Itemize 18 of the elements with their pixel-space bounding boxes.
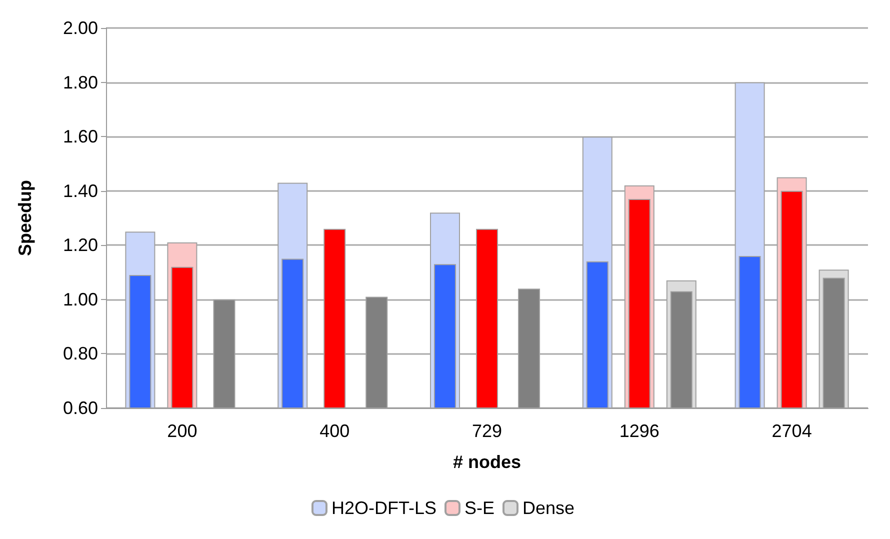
y-tick-label: 1.00: [62, 289, 98, 310]
x-tick-label: 200: [167, 421, 198, 441]
y-axis-title: Speedup: [15, 180, 35, 256]
x-tick-label: 2704: [772, 421, 812, 441]
legend-label: H2O-DFT-LS: [331, 498, 436, 518]
x-axis-title: # nodes: [452, 452, 522, 472]
y-tick-label: 2.00: [62, 18, 98, 38]
x-tick-label: 400: [320, 421, 350, 441]
y-tick-label: 0.80: [62, 344, 98, 364]
x-tick-label: 729: [472, 421, 502, 441]
y-tick-label: 1.40: [62, 180, 98, 201]
y-tick-label: 1.60: [62, 126, 98, 147]
legend-label: Dense: [522, 498, 575, 518]
y-tick-label: 0.60: [62, 398, 98, 418]
x-tick-label: 1296: [619, 421, 660, 441]
legend-label: S-E: [464, 498, 495, 518]
y-tick-label: 1.80: [62, 72, 98, 92]
y-tick-label: 1.20: [62, 235, 98, 256]
